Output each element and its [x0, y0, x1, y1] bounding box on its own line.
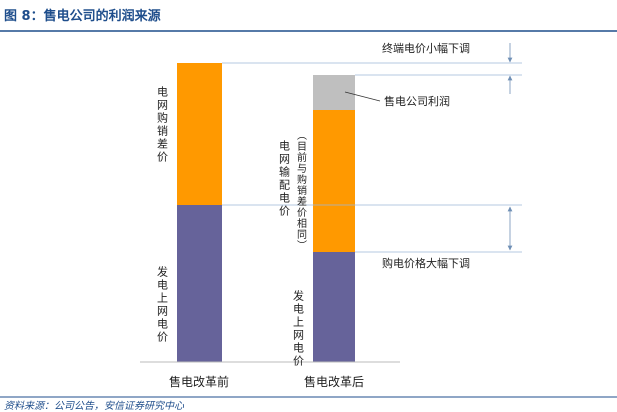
segment-label: （目前与购销差价相同） [295, 130, 307, 251]
annotation: 售电公司利润 [384, 94, 450, 108]
annotation: 购电价格大幅下调 [382, 256, 470, 270]
segment-purple [177, 205, 222, 362]
column-label: 售电改革后 [304, 374, 364, 389]
segment-gray [313, 75, 355, 110]
segment-purple [313, 252, 355, 362]
segment-label: 发电上网电价 [156, 265, 169, 344]
segment-label: 电网购销差价 [156, 86, 169, 164]
title: 图 8：售电公司的利润来源 [4, 8, 161, 24]
segment-label: 电网输配电价 [278, 140, 291, 218]
annotation: 终端电价小幅下调 [382, 41, 470, 55]
leader-line [344, 91, 381, 102]
segment-orange [313, 110, 355, 252]
source: 资料来源：公司公告，安信证券研究中心 [4, 400, 185, 412]
segment-label: 发电上网电价 [292, 289, 305, 368]
column-label: 售电改革前 [169, 374, 229, 389]
segment-orange [177, 63, 222, 205]
